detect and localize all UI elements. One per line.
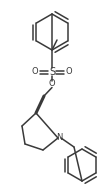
Text: S: S [49,67,55,77]
Text: O: O [66,68,72,76]
Text: O: O [49,79,55,89]
Text: O: O [32,68,38,76]
Text: N: N [56,133,62,142]
